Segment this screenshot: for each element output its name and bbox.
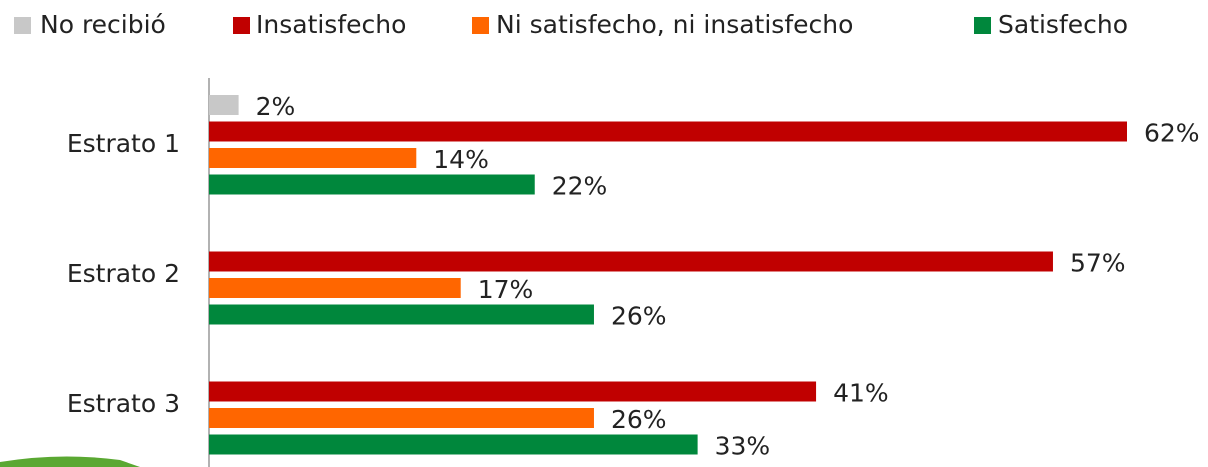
data-label: 22% <box>552 172 608 201</box>
data-label: 26% <box>611 405 667 434</box>
data-label: 14% <box>433 145 489 174</box>
data-label: 26% <box>611 302 667 331</box>
bar <box>209 381 817 402</box>
legend-swatch <box>472 17 489 34</box>
data-label: 33% <box>715 432 771 461</box>
category-label: Estrato 3 <box>67 389 180 418</box>
bar <box>209 121 1127 142</box>
category-label: Estrato 2 <box>67 259 180 288</box>
legend-label: Insatisfecho <box>256 10 406 39</box>
bar <box>209 408 594 428</box>
legend-swatch <box>974 17 991 34</box>
category-label: Estrato 1 <box>67 129 180 158</box>
bar <box>209 251 1053 272</box>
bar <box>209 304 594 325</box>
bar <box>209 95 239 115</box>
data-label: 2% <box>256 92 296 121</box>
bar <box>209 174 535 195</box>
legend-label: Ni satisfecho, ni insatisfecho <box>496 10 853 39</box>
legend-label: Satisfecho <box>998 10 1128 39</box>
bar <box>209 434 698 455</box>
legend-swatch <box>233 17 250 34</box>
data-label: 17% <box>478 275 534 304</box>
bar <box>209 148 417 168</box>
data-label: 41% <box>833 379 889 408</box>
bar <box>209 278 461 298</box>
legend-swatch <box>14 17 31 34</box>
legend-label: No recibió <box>40 10 166 39</box>
data-label: 57% <box>1070 249 1126 278</box>
data-label: 62% <box>1144 119 1200 148</box>
decoration <box>0 456 140 467</box>
